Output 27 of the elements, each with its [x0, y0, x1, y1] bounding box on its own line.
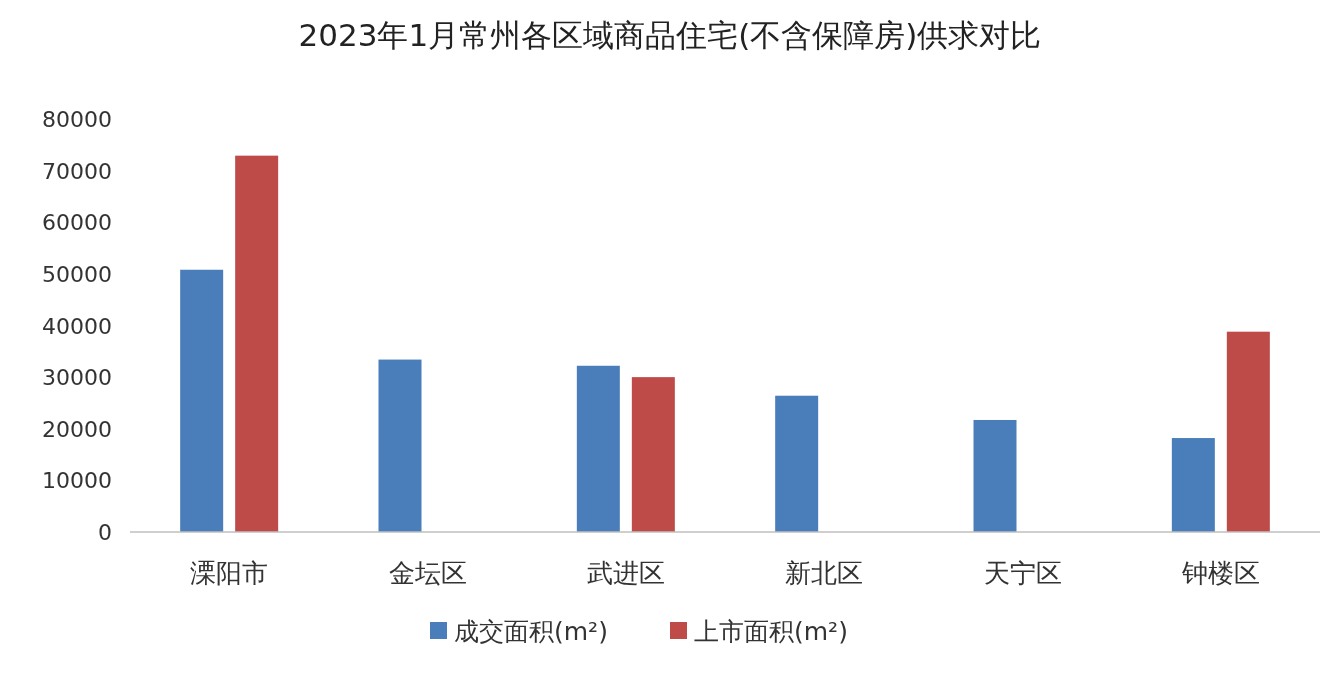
x-tick-label: 武进区: [586, 558, 665, 588]
bar: [1171, 438, 1215, 532]
legend-label: 成交面积(m²): [454, 617, 608, 646]
x-tick-label: 金坛区: [388, 558, 467, 588]
y-tick-label: 70000: [42, 158, 112, 184]
y-tick-label: 40000: [42, 313, 112, 339]
y-tick-label: 0: [98, 520, 112, 545]
y-tick-label: 60000: [42, 210, 112, 236]
bar: [775, 395, 819, 532]
bar: [576, 365, 620, 532]
chart-title: 2023年1月常州各区域商品住宅(不含保障房)供求对比: [298, 17, 1042, 53]
bar: [631, 377, 675, 532]
x-tick-label: 钟楼区: [1180, 558, 1260, 588]
bar: [378, 359, 422, 532]
bar: [1226, 331, 1270, 532]
y-tick-label: 20000: [42, 416, 112, 442]
bar: [180, 269, 224, 532]
bar: [235, 155, 279, 532]
y-tick-label: 50000: [42, 261, 112, 287]
x-tick-label: 新北区: [785, 558, 864, 588]
x-tick-label: 溧阳市: [190, 558, 269, 588]
y-tick-label: 30000: [42, 365, 112, 391]
y-tick-label: 80000: [42, 107, 112, 132]
y-tick-label: 10000: [42, 468, 112, 494]
bar: [973, 419, 1017, 532]
x-tick-label: 天宁区: [983, 558, 1062, 588]
legend-label: 上市面积(m²): [694, 617, 848, 646]
